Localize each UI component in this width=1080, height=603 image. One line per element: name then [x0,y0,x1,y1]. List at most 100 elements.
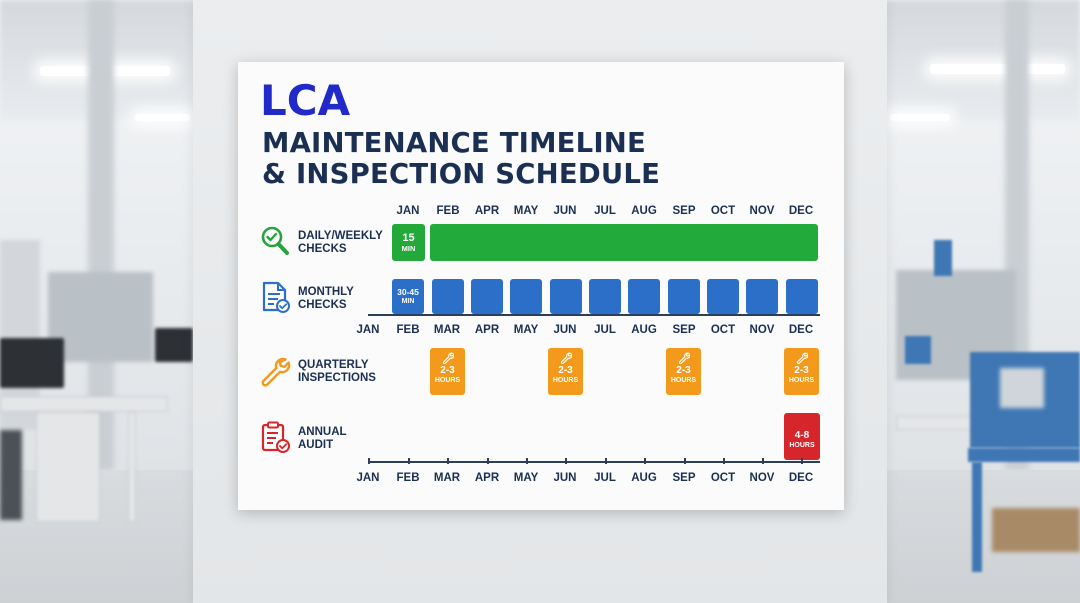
month-label: OCT [710,324,736,336]
duration-unit: HOURS [670,377,697,384]
duration-value: 2-3 [794,365,809,376]
axis-tick [762,458,764,464]
wrench-icon [678,352,690,364]
quarterly-box-dec: 2-3 HOURS [784,348,819,395]
document-check-icon [262,281,290,313]
duration-value: 30-45 [397,287,419,297]
label-line: MONTHLY [298,286,354,298]
axis-tick [723,458,725,464]
blue-cart-leg [972,462,982,572]
monthly-box [589,279,621,314]
duration-unit: MIN [401,244,416,253]
pillar [88,0,114,470]
duration-unit: HOURS [788,377,815,384]
blue-cart [968,448,1080,462]
machine-screen [1000,368,1044,408]
month-label: FEB [396,324,420,336]
month-label: JAN [396,205,420,217]
duration-value: 2-3 [558,365,573,376]
monthly-axis-line [368,314,820,316]
title-line-2: & INSPECTION SCHEDULE [262,158,661,190]
desk-leg [128,412,136,522]
duration-unit: MIN [401,298,415,305]
month-label: JUN [553,324,577,336]
axis-tick [684,458,686,464]
axis-tick [605,458,607,464]
annual-audit-box-dec: 4-8 HOURS [784,413,820,460]
monthly-box [628,279,660,314]
month-label: NOV [749,324,775,336]
company-logo: LCA [260,76,351,125]
axis-tick [801,458,803,464]
month-label: JAN [356,324,380,336]
annual-label: ANNUAL AUDIT [298,426,347,451]
month-label: JUL [594,205,616,217]
desk-drawers [36,412,100,522]
month-label: JUL [594,472,616,484]
month-label: MAY [513,472,539,484]
daily-weekly-label: DAILY/WEEKLY CHECKS [298,230,383,255]
month-label: AUG [631,472,657,484]
monthly-box [550,279,582,314]
magnifier-icon [261,226,289,255]
cardboard-box [992,508,1080,552]
quarterly-box-sep: 2-3 HOURS [666,348,701,395]
axis-tick [408,458,410,464]
axis-tick [526,458,528,464]
axis-tick [644,458,646,464]
month-label: JUN [553,205,577,217]
label-line: CHECKS [298,298,347,311]
machine-blue-panel [934,240,952,276]
title-line-1: MAINTENANCE TIMELINE [262,127,646,159]
month-label: NOV [749,205,775,217]
month-label: SEP [672,324,696,336]
duration-unit: HOURS [552,377,579,384]
month-label: APR [474,324,500,336]
wrench-icon [796,352,808,364]
wrench-icon [442,352,454,364]
month-label: FEB [436,205,460,217]
month-label: DEC [788,324,814,336]
monitor [0,338,64,388]
axis-tick [565,458,567,464]
month-label: APR [474,205,500,217]
month-label: JUL [594,324,616,336]
monthly-box [471,279,503,314]
duration-unit: HOURS [434,377,461,384]
chair [0,430,22,520]
label-line: DAILY/WEEKLY [298,230,383,242]
bottom-axis-line [368,461,820,463]
duration-value: 15 [402,232,415,244]
ceiling-light [930,64,1065,74]
month-label: APR [474,472,500,484]
label-line: AUDIT [298,438,334,451]
ceiling-light [890,114,950,121]
month-label: MAR [433,472,461,484]
month-label: AUG [631,324,657,336]
month-label: OCT [710,472,736,484]
daily-duration-badge: 15 MIN [392,224,425,261]
quarterly-box-jun: 2-3 HOURS [548,348,583,395]
duration-value: 4-8 [794,430,810,441]
monthly-box [786,279,818,314]
month-label: MAY [513,324,539,336]
label-line: INSPECTIONS [298,371,376,384]
duration-value: 2-3 [676,365,691,376]
axis-tick [368,458,370,464]
poster-title: MAINTENANCE TIMELINE & INSPECTION SCHEDU… [262,128,660,190]
month-label: FEB [396,472,420,484]
duration-unit: HOURS [789,442,815,449]
month-label: JUN [553,472,577,484]
wrench-icon [261,357,291,387]
monthly-box [432,279,464,314]
month-label: JAN [356,472,380,484]
month-label: MAY [513,205,539,217]
month-label: OCT [710,205,736,217]
month-label: DEC [788,205,814,217]
quarterly-label: QUARTERLY INSPECTIONS [298,359,376,384]
axis-tick [447,458,449,464]
machine-blue-panel [905,336,931,364]
label-line: QUARTERLY [298,359,369,371]
month-label: SEP [672,205,696,217]
month-label: MAR [433,324,461,336]
